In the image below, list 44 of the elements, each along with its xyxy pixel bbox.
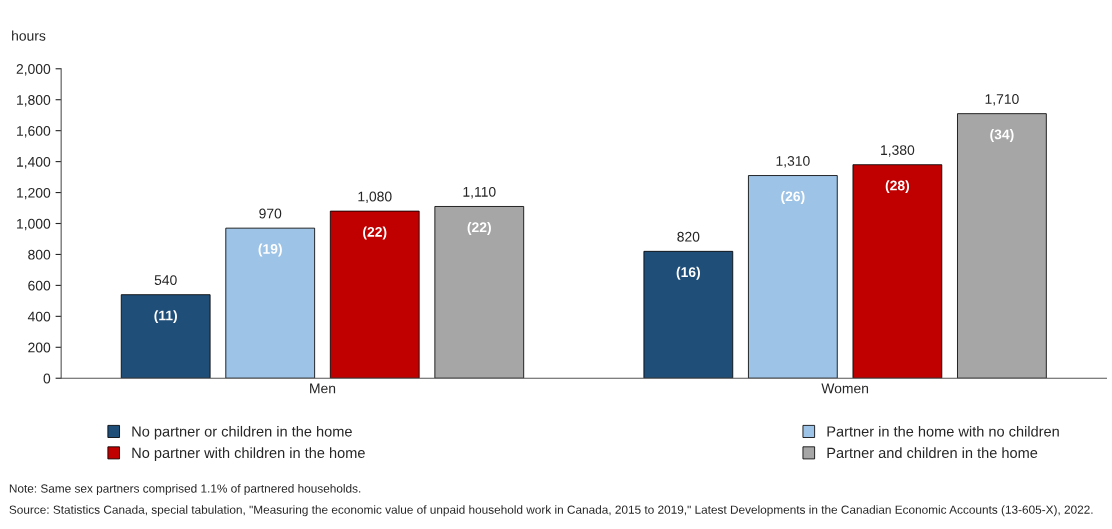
- annotation: (26): [781, 191, 805, 204]
- data-label: 820: [677, 231, 700, 242]
- y-tick-label: 0: [43, 373, 51, 384]
- y-tick-label: 800: [28, 249, 51, 260]
- y-tick-label: 2,000: [16, 64, 51, 76]
- bar: [852, 164, 943, 379]
- annotation: (22): [467, 221, 491, 235]
- bar: [329, 210, 420, 379]
- legend-label: Partner in the home with no children: [827, 425, 1059, 437]
- bar: [434, 206, 525, 379]
- y-axis-title: hours: [12, 30, 46, 41]
- annotation: (16): [676, 266, 700, 280]
- legend-label: Partner and children in the home: [827, 447, 1038, 459]
- bar: [120, 294, 211, 379]
- x-tick-label: Women: [821, 383, 869, 394]
- annotation: (34): [990, 129, 1014, 143]
- annotation: (28): [885, 180, 910, 194]
- y-tick-label: 1,600: [17, 126, 51, 138]
- annotation: (19): [258, 243, 282, 257]
- bar: [643, 250, 734, 379]
- y-tick-label: 1,200: [17, 187, 51, 200]
- y-tick-label: 1,000: [17, 218, 51, 231]
- y-tick-label: 1,400: [17, 156, 51, 169]
- y-tick-label: 1,800: [17, 95, 51, 107]
- annotation: (22): [363, 226, 387, 240]
- bar: [957, 113, 1047, 379]
- data-label: 1,110: [463, 186, 496, 199]
- data-label: 540: [154, 275, 177, 285]
- source-note: Source: Statistics Canada, special tabulation, "Measuring the economic value of unpaid household work in Canada, 2015 to 2019," Latest Developments in the Canadian Economic Accounts (13-605-X), 2022.: [9, 505, 1093, 517]
- data-label: 1,310: [776, 156, 810, 168]
- data-label: 1,380: [881, 145, 915, 157]
- data-label: 970: [259, 208, 282, 219]
- data-label: 1,080: [358, 191, 392, 204]
- text: Note: Same sex partners comprised 1.1% of partnered households.: [9, 484, 361, 496]
- y-tick-label: 400: [27, 311, 51, 322]
- x-tick-label: Men: [310, 383, 336, 394]
- annotation: (11): [154, 310, 177, 324]
- bar: [225, 227, 316, 379]
- bar: [748, 175, 838, 379]
- data-label: 1,710: [985, 94, 1019, 106]
- legend-label: No partner or children in the home: [132, 425, 352, 440]
- y-tick-label: 600: [28, 280, 51, 291]
- y-tick-label: 200: [28, 342, 51, 353]
- legend-label: No partner with children in the home: [132, 447, 365, 461]
